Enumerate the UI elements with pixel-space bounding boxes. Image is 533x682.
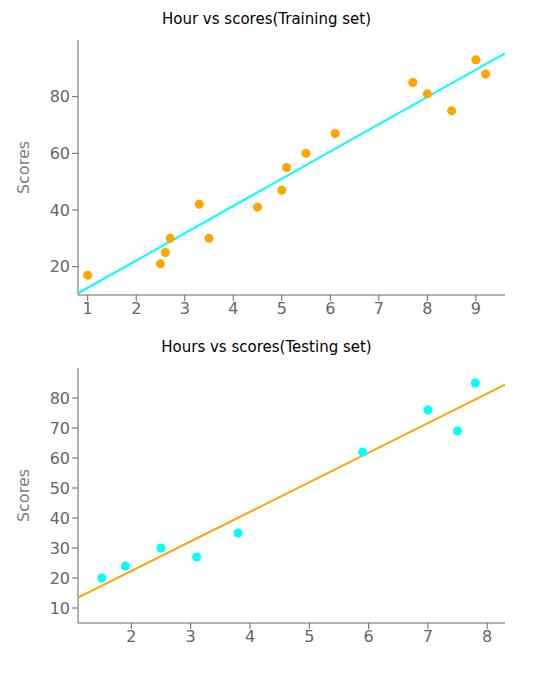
svg-text:80: 80 (50, 389, 70, 408)
svg-text:40: 40 (50, 201, 70, 220)
svg-text:6: 6 (325, 299, 335, 318)
svg-text:7: 7 (374, 299, 384, 318)
html-text:Hours vs scores(Testing set): Hours vs scores(Testing set) (161, 338, 372, 356)
svg-text:70: 70 (50, 419, 70, 438)
svg-text:60: 60 (50, 144, 70, 163)
svg-text:60: 60 (50, 449, 70, 468)
svg-text:3: 3 (180, 299, 190, 318)
svg-text:10: 10 (50, 599, 70, 618)
svg-text:80: 80 (50, 87, 70, 106)
svg-text:8: 8 (422, 299, 432, 318)
svg-text:5: 5 (304, 627, 314, 646)
svg-text:8: 8 (482, 627, 492, 646)
svg-text:6: 6 (364, 627, 374, 646)
svg-text:50: 50 (50, 479, 70, 498)
svg-text:20: 20 (50, 257, 70, 276)
svg-text:2: 2 (131, 299, 141, 318)
svg-text:Scores: Scores (14, 141, 33, 194)
svg-text:2: 2 (126, 627, 136, 646)
svg-text:7: 7 (423, 627, 433, 646)
svg-text:1: 1 (83, 299, 93, 318)
svg-text:Scores: Scores (14, 469, 33, 522)
svg-text:4: 4 (228, 299, 238, 318)
svg-text:30: 30 (50, 539, 70, 558)
svg-text:5: 5 (277, 299, 287, 318)
svg-text:40: 40 (50, 509, 70, 528)
svg-text:20: 20 (50, 569, 70, 588)
svg-text:9: 9 (471, 299, 481, 318)
html-text:Hour vs scores(Training set): Hour vs scores(Training set) (162, 10, 371, 28)
svg-text:4: 4 (245, 627, 255, 646)
svg-text:3: 3 (186, 627, 196, 646)
